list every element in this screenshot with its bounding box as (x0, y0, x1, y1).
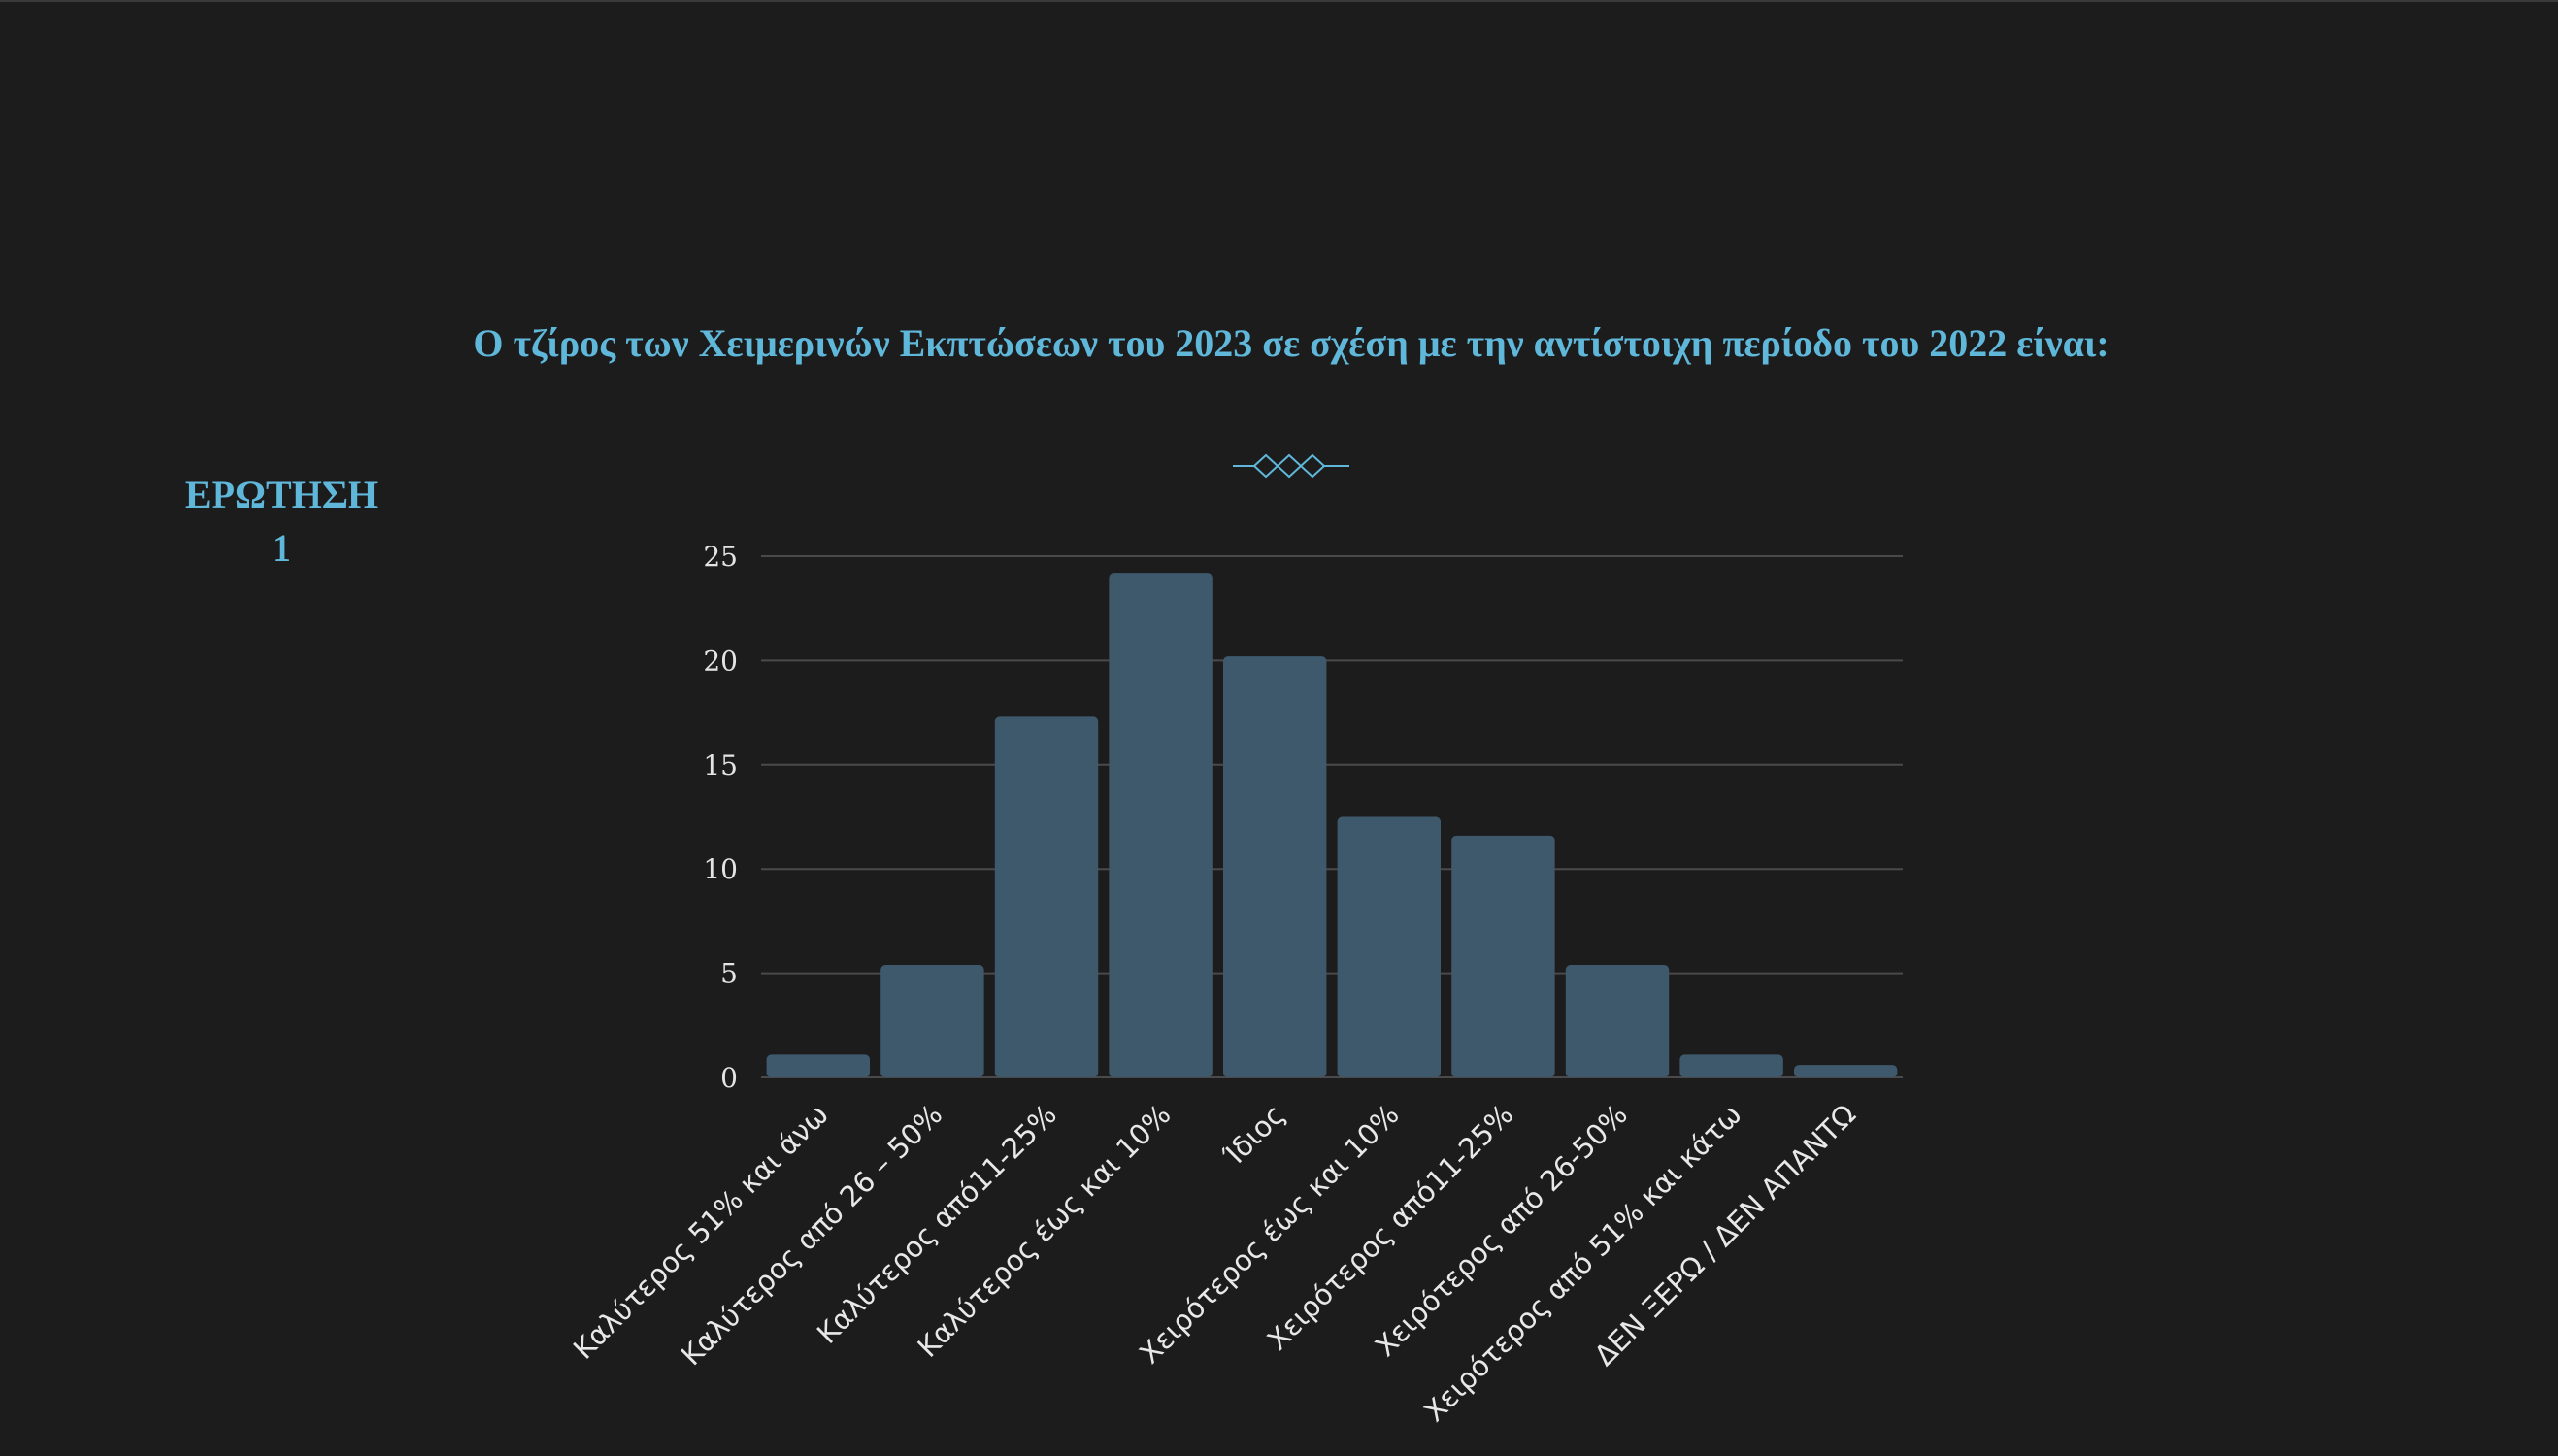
y-tick-label: 25 (703, 541, 738, 573)
y-tick-label: 20 (703, 645, 738, 677)
y-tick-label: 5 (720, 958, 738, 990)
y-tick-label: 10 (703, 853, 738, 885)
top-border-line (0, 0, 2558, 2)
bar (1793, 1065, 1898, 1077)
x-category-label: Ίδιος (1216, 1098, 1291, 1173)
bar (880, 965, 984, 1077)
slide-title: Ο τζίρος των Χειμερινών Εκπτώσεων του 20… (473, 321, 2110, 365)
bar (1679, 1054, 1783, 1077)
y-tick-label: 15 (703, 749, 738, 781)
bar (1565, 965, 1670, 1077)
bar (1451, 835, 1555, 1077)
bar (994, 716, 1099, 1077)
y-tick-label: 0 (720, 1062, 738, 1094)
question-label-number: 1 (272, 526, 291, 570)
question-label-word: ΕΡΩΤΗΣΗ (184, 473, 379, 516)
diamond-ornament-icon (1233, 453, 1349, 479)
bar (1337, 816, 1442, 1077)
question-label: ΕΡΩΤΗΣΗ 1 (136, 468, 427, 575)
y-tick-layer: 0 5 10 15 20 25 (703, 541, 738, 1094)
bar (1109, 573, 1213, 1077)
bar-layer (766, 573, 1898, 1077)
bar (1222, 656, 1327, 1077)
x-category-label: Καλύτερος από11-25% (811, 1098, 1063, 1350)
bar (766, 1054, 871, 1077)
